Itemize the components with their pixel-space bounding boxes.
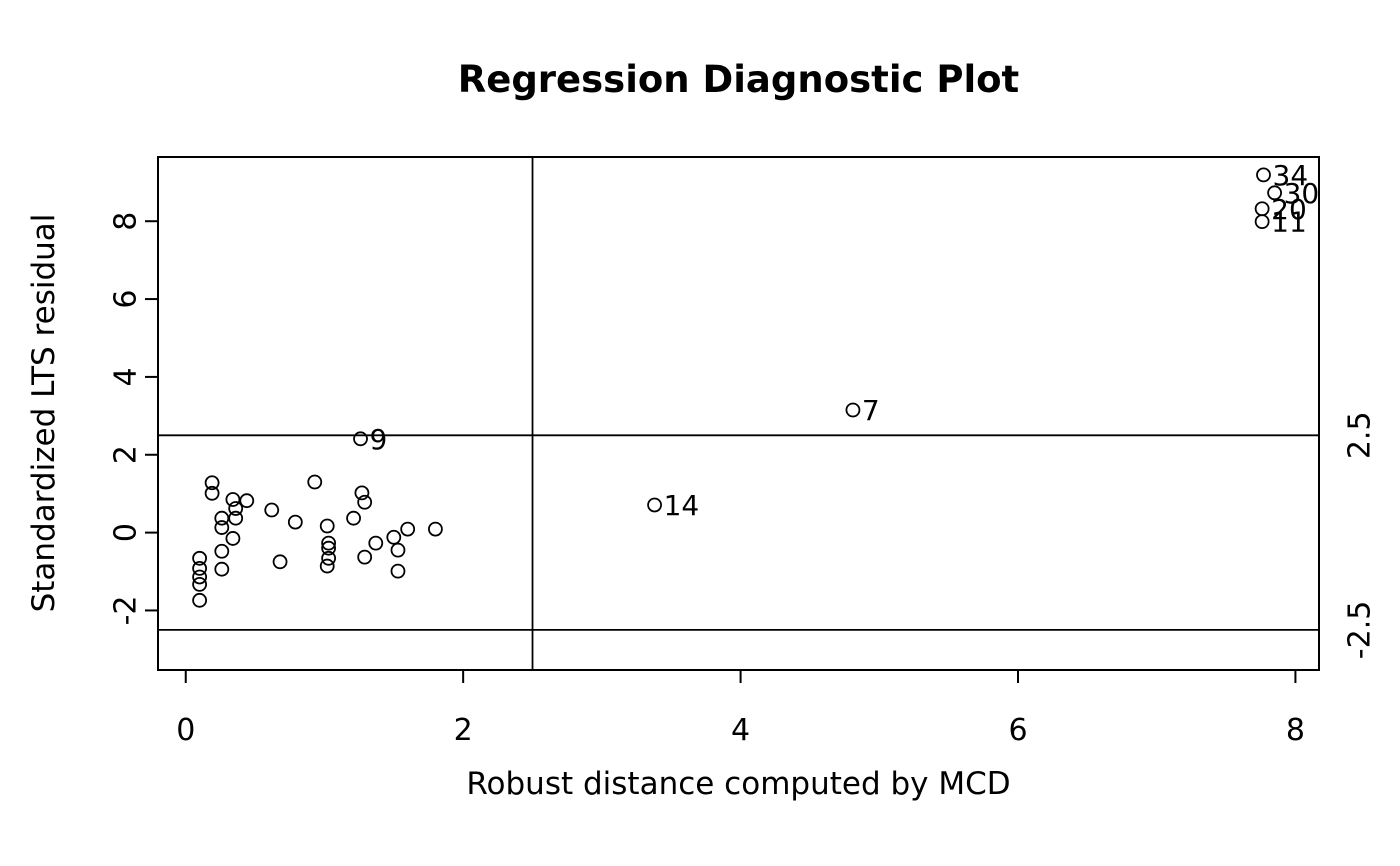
- data-point: [264, 502, 280, 518]
- right-cutoff-label: 2.5: [1343, 411, 1378, 459]
- data-point-labeled: [1254, 214, 1270, 230]
- right-cutoff-label: -2.5: [1343, 601, 1378, 660]
- data-point: [400, 521, 416, 537]
- y-tick-label: 0: [109, 523, 144, 542]
- data-point: [390, 542, 406, 558]
- data-point: [192, 550, 208, 566]
- y-tick-label: 4: [109, 367, 144, 386]
- data-point: [192, 592, 208, 608]
- y-tick-label: 2: [109, 445, 144, 464]
- data-point: [192, 576, 208, 592]
- data-point: [319, 558, 335, 574]
- data-point: [204, 485, 220, 501]
- data-point-labeled: [1254, 201, 1270, 217]
- point-label: 11: [1271, 206, 1307, 239]
- point-label: 34: [1273, 159, 1309, 192]
- data-point: [214, 520, 230, 535]
- data-point: [214, 561, 230, 577]
- data-point-labeled: [1267, 185, 1283, 201]
- data-point: [272, 554, 288, 570]
- data-point: [368, 535, 384, 551]
- data-point: [321, 535, 337, 551]
- data-point-labeled: [845, 402, 861, 418]
- data-point: [307, 474, 323, 490]
- data-point: [239, 493, 255, 509]
- y-tick-label: 6: [109, 290, 144, 309]
- data-point: [214, 543, 230, 559]
- data-point: [428, 521, 443, 537]
- data-point-labeled: [353, 431, 368, 447]
- plot-border: [157, 156, 1320, 671]
- x-axis-label: Robust distance computed by MCD: [466, 766, 1011, 802]
- data-point: [228, 510, 244, 526]
- x-tick-label: 8: [1286, 713, 1305, 748]
- data-point-labeled: [1256, 167, 1271, 183]
- x-tick-label: 2: [454, 713, 473, 748]
- data-point: [390, 563, 406, 579]
- x-tick-label: 4: [731, 713, 750, 748]
- data-point-labeled: [647, 497, 662, 513]
- data-point: [192, 561, 208, 576]
- x-tick-label: 0: [176, 713, 195, 748]
- point-label: 7: [862, 394, 880, 427]
- data-point: [204, 475, 220, 491]
- point-label: 9: [370, 423, 388, 456]
- point-label: 14: [664, 489, 700, 522]
- y-tick-label: -2: [109, 595, 144, 625]
- data-point: [357, 549, 373, 565]
- data-point: [386, 529, 402, 545]
- data-point: [346, 510, 361, 526]
- point-label: 20: [1271, 193, 1307, 226]
- data-point: [321, 540, 337, 556]
- data-point: [319, 518, 335, 534]
- chart-title: Regression Diagnostic Plot: [457, 58, 1020, 101]
- data-point: [225, 531, 241, 546]
- data-point: [287, 514, 303, 530]
- data-point: [357, 494, 373, 510]
- y-tick-label: 8: [109, 212, 144, 231]
- data-point: [225, 492, 241, 507]
- data-point: [192, 569, 208, 585]
- data-point: [321, 550, 337, 566]
- data-point: [354, 485, 370, 501]
- x-tick-label: 6: [1008, 713, 1027, 748]
- data-point: [228, 501, 244, 516]
- point-label: 30: [1284, 177, 1320, 210]
